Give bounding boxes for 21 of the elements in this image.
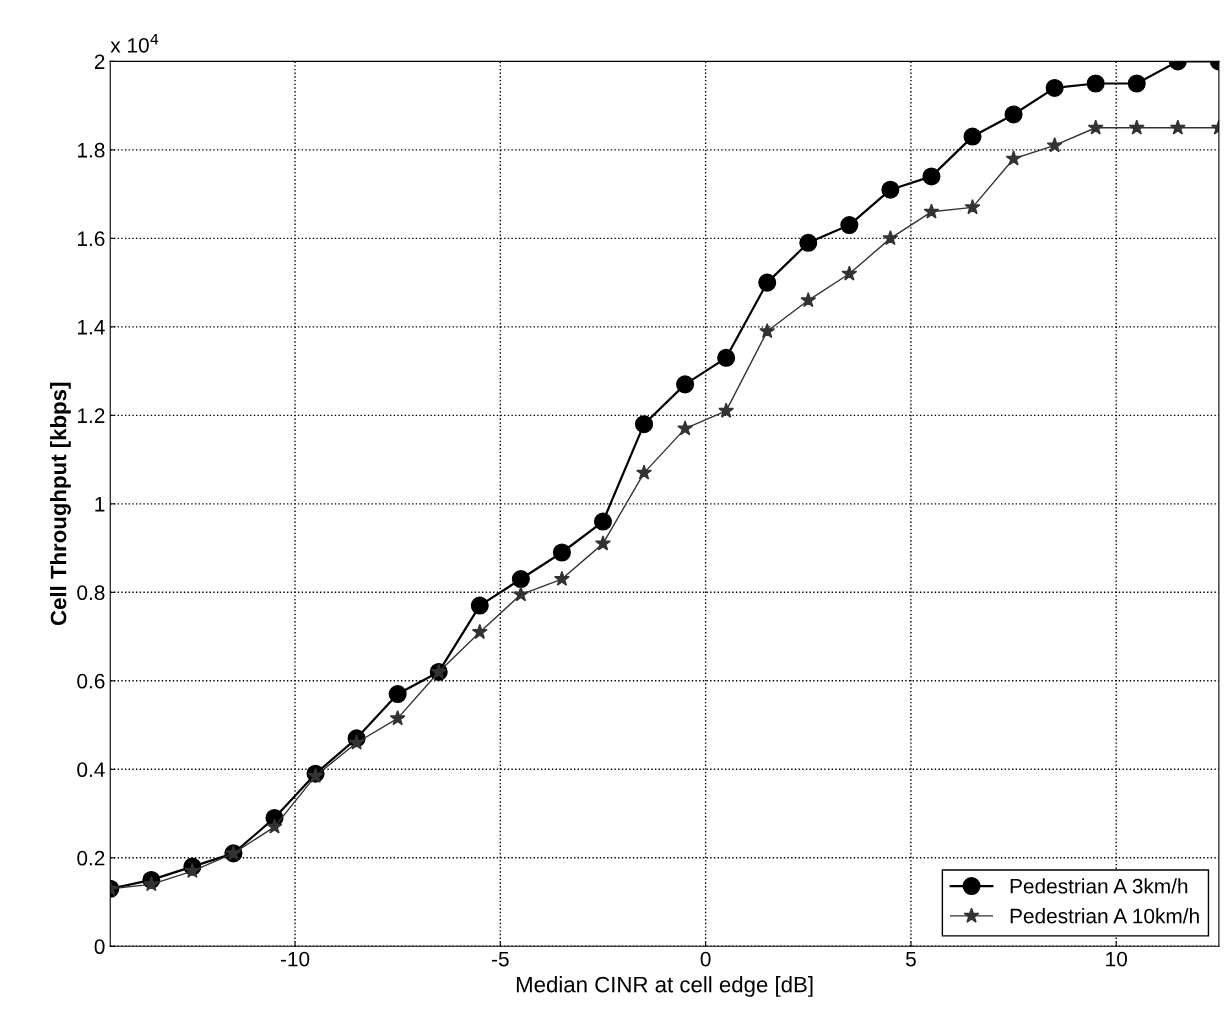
y-axis-title: Cell Throughput [kbps]	[50, 382, 71, 626]
y-tick-label: 1.2	[78, 408, 105, 423]
x-axis-title: Median CINR at cell edge [dB]	[516, 976, 813, 997]
y-tick-label: 1	[95, 497, 105, 512]
x-tick-label: -10	[280, 951, 310, 967]
y-tick-label: 0.6	[77, 673, 105, 689]
y-tick-label: 0	[94, 939, 105, 955]
x-tick-label: 10	[1106, 951, 1127, 967]
y-tick-label: 1.8	[78, 142, 105, 158]
y-tick-label: 0.4	[77, 762, 105, 778]
y-tick-label: 1.4	[78, 320, 105, 335]
legend-label: Pedestrian A 10km/h	[1010, 908, 1199, 924]
y-tick-label: 0.2	[77, 850, 105, 866]
x-tick-label: 5	[905, 951, 916, 967]
y-tick-label: 2	[94, 54, 105, 69]
y-tick-label: 1.6	[78, 231, 105, 247]
x-tick-label: 0	[700, 951, 711, 967]
y-tick-label: 0.8	[77, 585, 105, 601]
text: x 10$^{4}$	[110, 33, 159, 53]
legend-label: Pedestrian A 3km/h	[1010, 878, 1188, 894]
x-tick-label: -5	[491, 951, 509, 967]
